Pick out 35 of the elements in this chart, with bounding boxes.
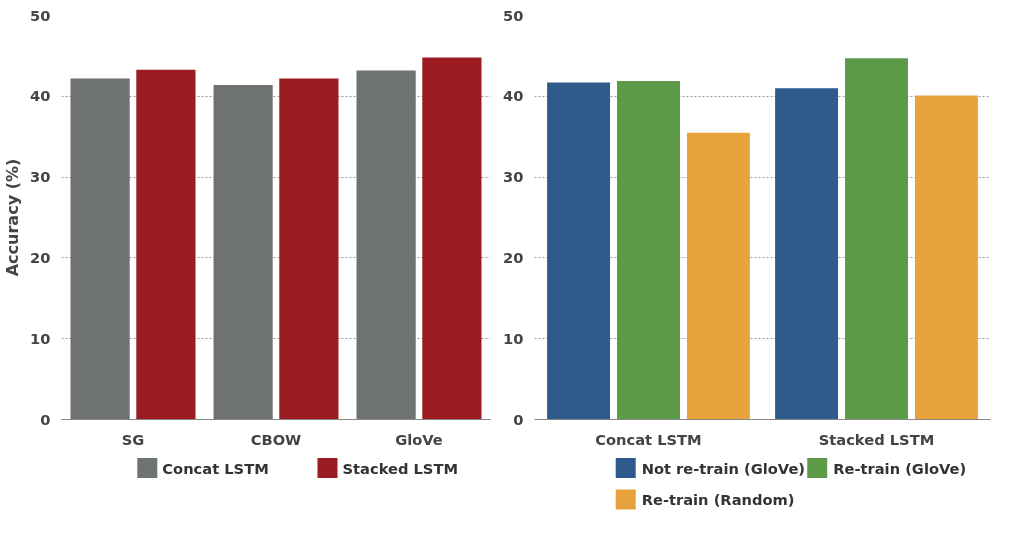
legend-label: Concat LSTM xyxy=(162,459,269,477)
y-tick-label: 0 xyxy=(40,410,51,428)
x-tick-label: CBOW xyxy=(250,430,302,448)
y-tick-label: 10 xyxy=(503,329,524,347)
legend-label: Stacked LSTM xyxy=(342,459,459,477)
legend-label: Re-train (Random) xyxy=(641,491,795,508)
x-tick-label: Stacked LSTM xyxy=(818,430,935,448)
bar xyxy=(845,58,908,420)
y-tick-label: 50 xyxy=(503,6,524,24)
legend-label: Not re-train (GloVe) xyxy=(641,459,806,477)
bar xyxy=(356,70,416,420)
bar xyxy=(422,57,482,420)
bar xyxy=(213,84,273,420)
x-tick-label: SG xyxy=(121,430,145,448)
bar xyxy=(775,88,839,420)
x-tick-label: Concat LSTM xyxy=(595,430,702,448)
legend-label: Re-train (GloVe) xyxy=(833,459,967,477)
y-tick-label: 40 xyxy=(503,87,524,105)
y-tick-label: 30 xyxy=(30,168,51,186)
y-tick-label: 20 xyxy=(30,248,51,266)
y-tick-label: 20 xyxy=(503,248,524,266)
bar xyxy=(914,95,978,420)
bar xyxy=(136,69,196,420)
bar xyxy=(617,80,680,420)
x-tick-label: GloVe xyxy=(395,430,443,448)
bar xyxy=(547,82,611,420)
y-axis-title: Accuracy (%) xyxy=(3,158,23,277)
y-tick-label: 40 xyxy=(30,87,51,105)
bar xyxy=(686,132,750,420)
y-tick-label: 30 xyxy=(503,168,524,186)
bar xyxy=(279,78,339,420)
y-tick-label: 50 xyxy=(30,6,51,24)
bar xyxy=(70,78,130,420)
y-tick-label: 10 xyxy=(30,329,51,347)
y-tick-label: 0 xyxy=(513,410,524,428)
